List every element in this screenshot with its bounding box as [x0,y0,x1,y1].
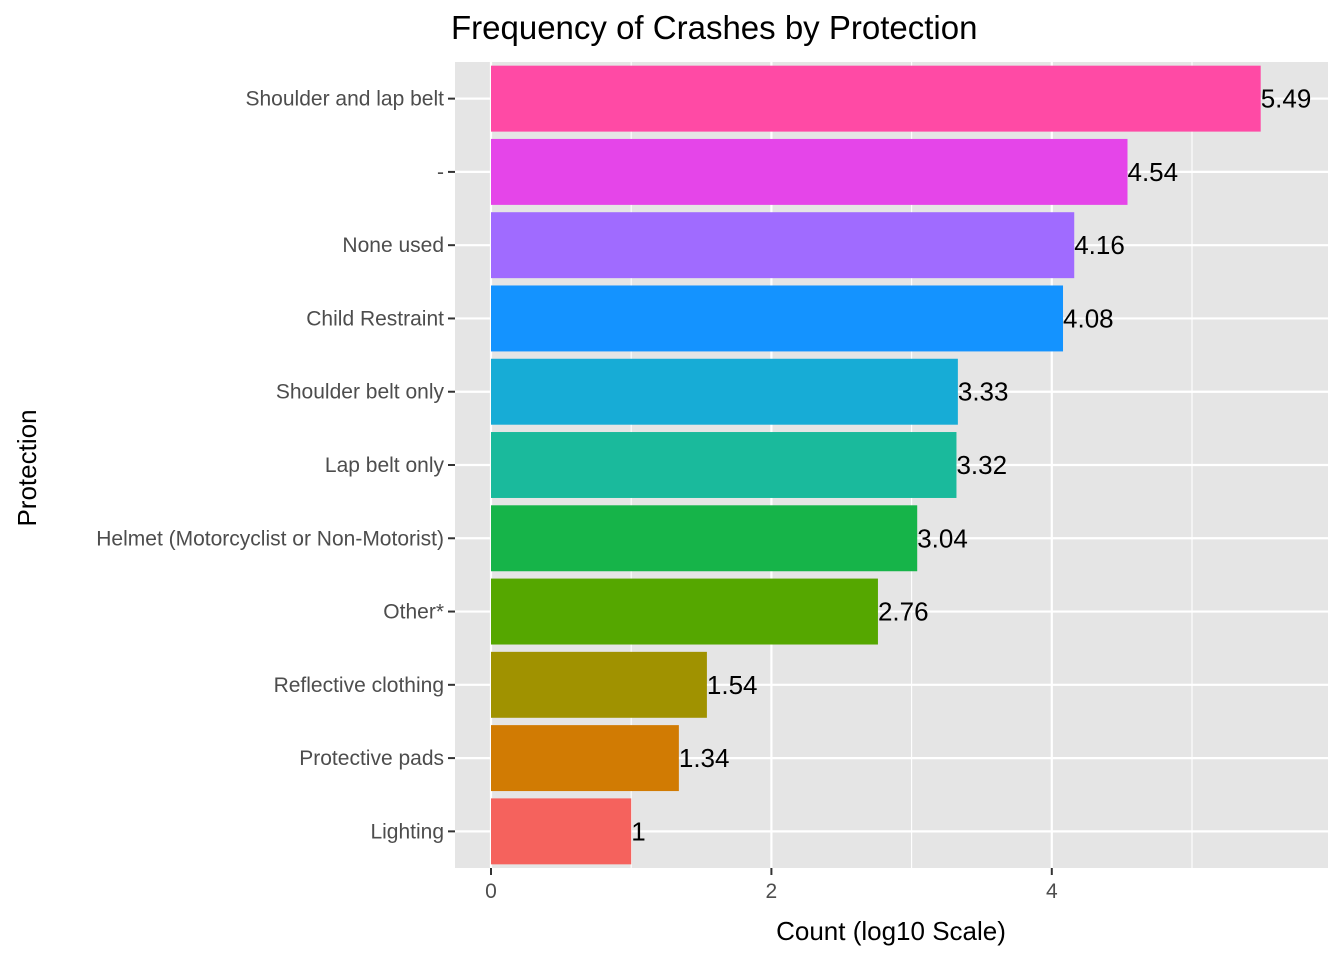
y-tick-label: None used [342,234,444,257]
data-label: 1 [631,816,645,846]
data-label: 3.32 [956,450,1007,480]
y-tick-label: Lighting [370,820,444,843]
bar [491,432,957,498]
data-label: 3.04 [917,523,968,553]
y-axis-title: Protection [12,409,42,526]
y-tick-label: Helmet (Motorcyclist or Non-Motorist) [96,527,444,550]
data-label: 5.49 [1261,84,1312,114]
x-tick-label: 2 [766,880,778,903]
y-tick-label: Protective pads [299,747,444,770]
data-labels: 5.49 4.54 4.16 4.08 3.33 3.32 3.04 2.76 1.54 1.34… [631,84,1311,847]
y-axis: Shoulder and lap belt - None used Child Res… [96,88,455,843]
y-tick-label: Other* [383,601,444,624]
y-tick-label: Shoulder belt only [276,381,445,404]
bar [491,65,1261,132]
bar [491,212,1075,279]
data-label: 2.76 [878,597,929,627]
y-tick-label: Shoulder and lap belt [246,88,445,111]
x-axis: 0 2 4 [485,868,1058,903]
y-tick-label: Reflective clothing [274,674,444,697]
data-label: 4.54 [1128,157,1179,187]
bar [491,725,679,792]
data-label: 1.34 [679,743,730,773]
bar [491,651,707,718]
x-axis-title: Count (log10 Scale) [776,916,1006,946]
bar [491,798,632,865]
bars [491,65,1261,865]
data-label: 3.33 [958,377,1009,407]
chart-title: Frequency of Crashes by Protection [451,9,977,46]
data-label: 1.54 [707,670,758,700]
data-label: 4.08 [1063,303,1114,333]
x-tick-label: 4 [1046,880,1058,903]
bar [491,505,918,572]
bar [491,358,958,425]
y-tick-label: - [437,161,444,184]
y-tick-label: Child Restraint [306,307,444,330]
bar [491,285,1064,352]
data-label: 4.16 [1074,230,1125,260]
x-tick-label: 0 [485,880,497,903]
bar [491,578,878,645]
bar [491,138,1128,205]
y-tick-label: Lap belt only [325,454,445,477]
